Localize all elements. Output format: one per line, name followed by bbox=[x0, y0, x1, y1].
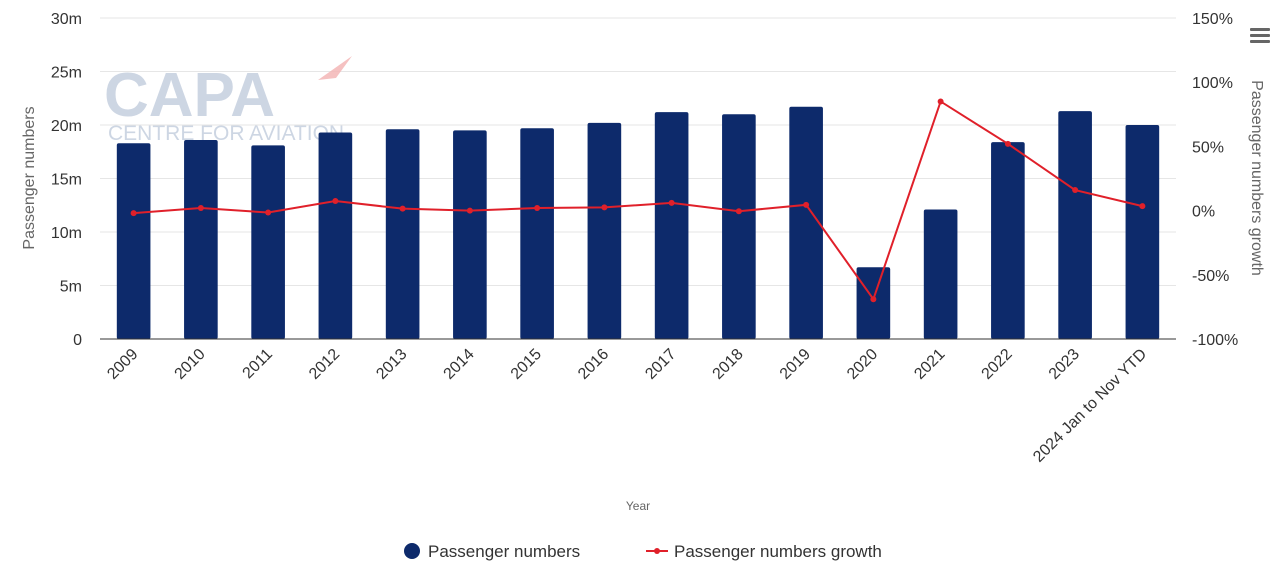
growth-point[interactable] bbox=[197, 205, 204, 212]
left-tick-label: 10m bbox=[51, 225, 82, 242]
left-tick-label: 30m bbox=[51, 11, 82, 28]
right-tick-label: -50% bbox=[1192, 268, 1229, 285]
legend-line-marker bbox=[654, 548, 660, 554]
x-tick-label: 2010 bbox=[172, 346, 209, 383]
x-tick-label: 2011 bbox=[240, 346, 276, 382]
growth-point[interactable] bbox=[601, 204, 608, 211]
bar-series bbox=[116, 106, 1160, 339]
left-axis-title: Passenger numbers bbox=[21, 106, 38, 249]
x-tick-label: 2024 Jan to Nov YTD bbox=[1030, 346, 1150, 466]
bar[interactable] bbox=[654, 112, 689, 339]
bar[interactable] bbox=[116, 143, 151, 339]
bar[interactable] bbox=[1058, 111, 1092, 339]
bar[interactable] bbox=[520, 128, 554, 339]
x-tick-label: 2018 bbox=[710, 346, 747, 383]
growth-point[interactable] bbox=[1139, 203, 1146, 210]
x-tick-label: 2013 bbox=[373, 346, 410, 383]
bar[interactable] bbox=[318, 132, 353, 339]
growth-point[interactable] bbox=[735, 208, 742, 215]
growth-point[interactable] bbox=[1004, 140, 1011, 147]
bar[interactable] bbox=[722, 114, 756, 339]
right-tick-label: 0% bbox=[1192, 204, 1215, 221]
x-tick-label: 2019 bbox=[777, 346, 814, 383]
right-tick-label: 50% bbox=[1192, 139, 1224, 156]
watermark-plane-icon bbox=[318, 56, 352, 80]
growth-point[interactable] bbox=[803, 201, 810, 208]
bar[interactable] bbox=[789, 106, 823, 339]
bar[interactable] bbox=[991, 142, 1025, 339]
x-axis: 2009 2010 2011 2012 2013 2014 2015 2016 2017 2018… bbox=[100, 338, 1176, 466]
bar[interactable] bbox=[923, 209, 958, 339]
growth-point[interactable] bbox=[399, 205, 406, 212]
x-tick-label: 2023 bbox=[1046, 346, 1083, 383]
watermark-logo-text: CAPA bbox=[104, 61, 275, 130]
left-tick-label: 20m bbox=[51, 118, 82, 135]
right-axis-title: Passenger numbers growth bbox=[1248, 80, 1265, 276]
x-tick-label: 2017 bbox=[642, 346, 679, 383]
watermark-tagline: CENTRE FOR AVIATION bbox=[108, 122, 344, 145]
legend-bar-swatch bbox=[404, 543, 420, 559]
legend-item-line[interactable]: Passenger numbers growth bbox=[646, 542, 882, 561]
growth-point[interactable] bbox=[265, 209, 272, 216]
bar[interactable] bbox=[587, 122, 622, 339]
x-tick-label: 2022 bbox=[979, 346, 1016, 383]
menu-icon[interactable] bbox=[1248, 25, 1270, 45]
x-tick-label: 2009 bbox=[104, 346, 141, 383]
x-tick-label: 2021 bbox=[911, 346, 948, 383]
right-axis: -100% -50% 0% 50% 100% 150% bbox=[1192, 11, 1238, 349]
growth-point[interactable] bbox=[534, 205, 541, 212]
x-tick-label: 2012 bbox=[306, 346, 343, 383]
left-axis: 0 5m 10m 15m 20m 25m 30m bbox=[51, 11, 82, 349]
growth-line bbox=[133, 99, 1143, 302]
x-tick-label: 2014 bbox=[441, 346, 478, 383]
growth-point[interactable] bbox=[332, 197, 339, 204]
bar[interactable] bbox=[184, 139, 218, 339]
bar[interactable] bbox=[453, 130, 487, 339]
bar[interactable] bbox=[1125, 125, 1160, 339]
x-axis-title: Year bbox=[626, 499, 650, 513]
right-tick-label: -100% bbox=[1192, 332, 1238, 349]
x-tick-label: 2016 bbox=[575, 346, 612, 383]
capa-watermark: CAPA CENTRE FOR AVIATION bbox=[104, 56, 352, 145]
line-series bbox=[130, 98, 1146, 303]
left-tick-label: 15m bbox=[51, 172, 82, 189]
right-tick-label: 150% bbox=[1192, 11, 1233, 28]
left-tick-label: 25m bbox=[51, 65, 82, 82]
x-tick-label: 2015 bbox=[508, 346, 545, 383]
legend-line-label: Passenger numbers growth bbox=[674, 542, 882, 561]
bar[interactable] bbox=[385, 129, 420, 339]
bar[interactable] bbox=[856, 267, 891, 339]
legend-item-bars[interactable]: Passenger numbers bbox=[404, 542, 580, 561]
x-tick-label: 2020 bbox=[844, 346, 881, 383]
growth-point[interactable] bbox=[668, 199, 675, 206]
growth-point[interactable] bbox=[1072, 187, 1079, 194]
legend-bar-label: Passenger numbers bbox=[428, 542, 580, 561]
growth-point[interactable] bbox=[937, 98, 944, 105]
growth-point[interactable] bbox=[466, 207, 473, 214]
growth-point[interactable] bbox=[870, 296, 877, 303]
left-tick-label: 5m bbox=[60, 279, 82, 296]
bar[interactable] bbox=[251, 145, 285, 339]
right-tick-label: 100% bbox=[1192, 75, 1233, 92]
left-tick-label: 0 bbox=[73, 332, 82, 349]
legend: Passenger numbers Passenger numbers grow… bbox=[404, 542, 882, 561]
growth-point[interactable] bbox=[130, 210, 137, 217]
